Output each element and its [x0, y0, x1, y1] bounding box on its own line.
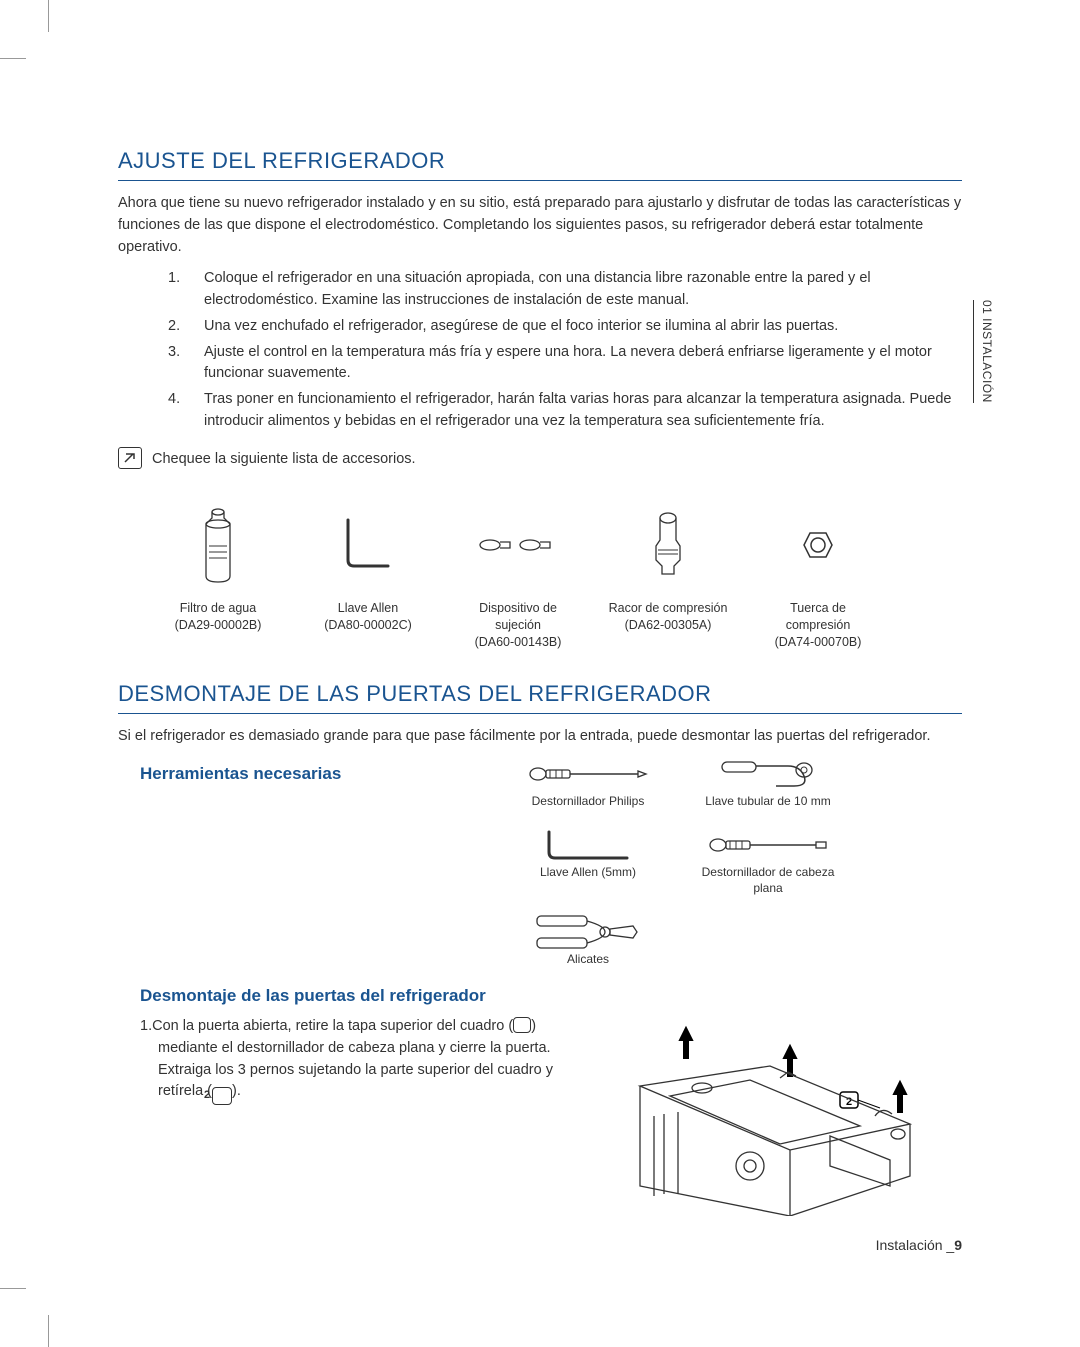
note-text: Chequee la siguiente lista de accesorios… — [152, 447, 416, 471]
section2-intro: Si el refrigerador es demasiado grande p… — [118, 726, 962, 748]
callout-2-box: 2 — [212, 1087, 232, 1105]
section-title-ajuste: AJUSTE DEL REFRIGERADOR — [118, 148, 962, 181]
filtro-icon — [173, 500, 263, 590]
tool-flathead: Destornillador de cabeza plana — [698, 829, 838, 896]
tool-label: Destornillador Philips — [532, 794, 645, 810]
racor-icon — [623, 500, 713, 590]
accessory-sujecion: Dispositivo de sujeción(DA60-00143B) — [458, 500, 578, 651]
crop-mark — [0, 58, 26, 59]
removal-figure: 2 — [588, 1016, 962, 1216]
tubular-icon — [708, 758, 828, 790]
step-4: 4.Tras poner en funcionamiento el refrig… — [186, 389, 962, 433]
callout-1-box — [513, 1017, 531, 1033]
sujecion-icon — [473, 500, 563, 590]
tool-label: Destornillador de cabeza plana — [698, 865, 838, 896]
page-content: AJUSTE DEL REFRIGERADOR Ahora que tiene … — [48, 58, 1032, 1289]
philips-icon — [528, 758, 648, 790]
llave-allen-icon — [323, 500, 413, 590]
step-2: 2.Una vez enchufado el refrigerador, ase… — [186, 316, 962, 338]
crop-mark — [0, 1288, 26, 1289]
tool-allen5: Llave Allen (5mm) — [518, 829, 658, 896]
removal-heading: Desmontaje de las puertas del refrigerad… — [118, 986, 962, 1006]
accessory-label: Dispositivo de sujeción(DA60-00143B) — [458, 600, 578, 651]
section1-intro: Ahora que tiene su nuevo refrigerador in… — [118, 193, 962, 258]
accessory-label: Tuerca de compresión(DA74-00070B) — [758, 600, 878, 651]
removal-text: 1.Con la puerta abierta, retire la tapa … — [118, 1016, 568, 1216]
flathead-icon — [708, 829, 828, 861]
crop-mark — [48, 1315, 49, 1347]
tool-label: Llave tubular de 10 mm — [705, 794, 830, 810]
removal-step-1: 1.Con la puerta abierta, retire la tapa … — [140, 1016, 568, 1105]
tool-label: Llave Allen (5mm) — [540, 865, 636, 881]
tool-alicates: Alicates — [518, 916, 658, 968]
tool-label: Alicates — [567, 952, 609, 968]
note-row: Chequee la siguiente lista de accesorios… — [118, 447, 962, 471]
accessory-label: Filtro de agua(DA29-00002B) — [175, 600, 262, 634]
accessory-tuerca: Tuerca de compresión(DA74-00070B) — [758, 500, 878, 651]
note-icon — [118, 447, 142, 469]
step-3: 3.Ajuste el control en la temperatura má… — [186, 342, 962, 386]
accessory-label: Llave Allen(DA80-00002C) — [324, 600, 412, 634]
step-1: 1.Coloque el refrigerador en una situaci… — [186, 268, 962, 312]
allen5-icon — [528, 829, 648, 861]
tools-heading: Herramientas necesarias — [118, 764, 458, 784]
accessory-label: Racor de compresión(DA62-00305A) — [609, 600, 728, 634]
accessory-llave-allen: Llave Allen(DA80-00002C) — [308, 500, 428, 651]
tools-block: Herramientas necesarias Destornillador P… — [118, 758, 962, 968]
alicates-icon — [528, 916, 648, 948]
accessory-racor: Racor de compresión(DA62-00305A) — [608, 500, 728, 651]
section-title-desmontaje: DESMONTAJE DE LAS PUERTAS DEL REFRIGERAD… — [118, 681, 962, 714]
tool-tubular: Llave tubular de 10 mm — [698, 758, 838, 810]
accessories-list: Filtro de agua(DA29-00002B) Llave Allen(… — [118, 500, 962, 651]
crop-mark — [48, 0, 49, 32]
tuerca-icon — [773, 500, 863, 590]
tool-philips: Destornillador Philips — [518, 758, 658, 810]
removal-block: 1.Con la puerta abierta, retire la tapa … — [118, 1016, 962, 1216]
tools-grid: Destornillador Philips Llave tubular de … — [518, 758, 962, 968]
section1-steps: 1.Coloque el refrigerador en una situaci… — [118, 268, 962, 432]
accessory-filtro: Filtro de agua(DA29-00002B) — [158, 500, 278, 651]
page-footer: Instalación _9 — [876, 1237, 962, 1253]
